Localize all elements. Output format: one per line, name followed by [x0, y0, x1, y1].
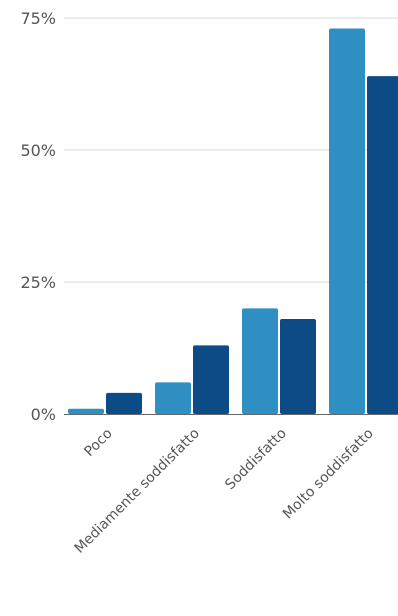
- y-tick-label-1: 25%: [20, 273, 56, 292]
- x-tick-label-0: Poco: [81, 426, 115, 460]
- bar-1-series-1: [193, 345, 229, 414]
- bar-3-series-0: [329, 28, 365, 415]
- bar-2-series-0: [242, 308, 278, 414]
- bar-1-series-0: [155, 382, 191, 414]
- y-tick-label-2: 50%: [20, 141, 56, 160]
- bar-0-series-0: [68, 408, 104, 414]
- x-tick-label-2: Soddisfatto: [222, 426, 290, 494]
- bar-2-series-1: [280, 318, 316, 414]
- y-tick-label-0: 0%: [31, 405, 56, 424]
- y-tick-label-3: 75%: [20, 9, 56, 28]
- x-tick-label-3: Molto soddisfatto: [280, 426, 377, 523]
- bar-0-series-1: [106, 392, 142, 414]
- bar-3-series-1: [367, 76, 398, 414]
